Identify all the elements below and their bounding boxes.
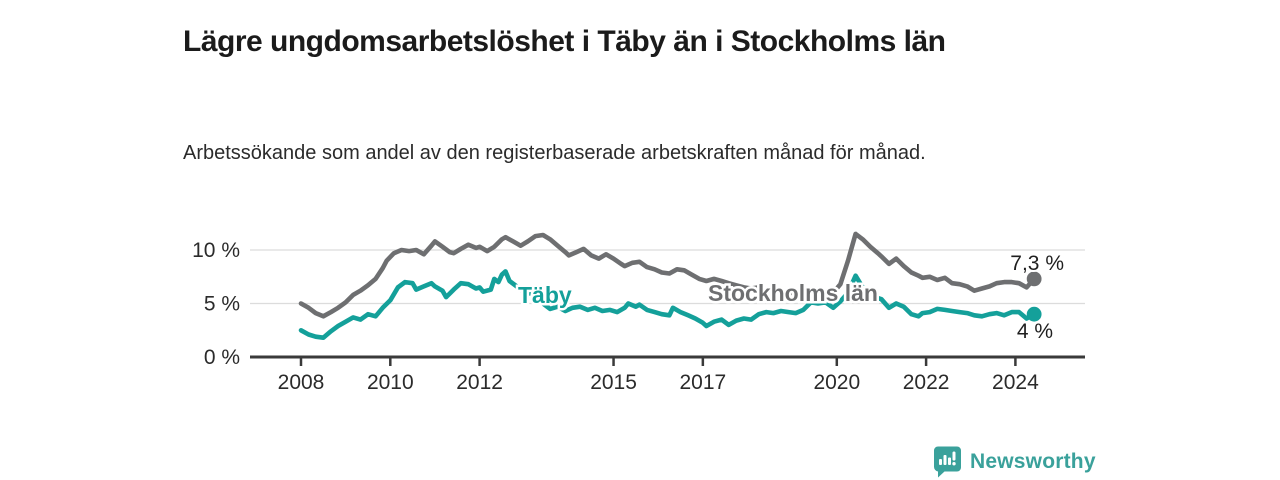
x-tick-label: 2010 <box>367 371 414 394</box>
y-tick-label: 5 % <box>204 293 240 316</box>
brand-name: Newsworthy <box>970 450 1096 473</box>
x-tick-label: 2022 <box>903 371 950 394</box>
x-tick-label: 2017 <box>679 371 726 394</box>
x-tick-label: 2024 <box>992 371 1039 394</box>
series-line-t-by <box>298 269 1037 341</box>
chart-subtitle: Arbetssökande som andel av den registerb… <box>183 142 926 164</box>
x-tick-label: 2015 <box>590 371 637 394</box>
newsworthy-logo: Newsworthy <box>933 446 1096 478</box>
series-end-label-t-by: 4 % <box>1017 320 1053 343</box>
x-tick-label: 2020 <box>813 371 860 394</box>
series-end-label-stockholms-l-n: 7,3 % <box>1010 252 1064 275</box>
x-tick-label: 2008 <box>278 371 325 394</box>
y-tick-label: 0 % <box>204 346 240 369</box>
newsworthy-bubble-chart-icon <box>933 446 961 478</box>
series-label-stockholms-l-n: Stockholms län <box>708 280 878 306</box>
x-tick-label: 2012 <box>456 371 503 394</box>
series-line-stockholms-l-n <box>298 231 1037 319</box>
series-end-dot-t-by <box>1026 306 1042 322</box>
page-title: Lägre ungdomsarbetslöshet i Täby än i St… <box>183 25 946 59</box>
y-tick-label: 10 % <box>192 239 240 262</box>
series-end-dot-stockholms-l-n <box>1026 271 1042 287</box>
series-label-t-by: Täby <box>518 282 572 308</box>
